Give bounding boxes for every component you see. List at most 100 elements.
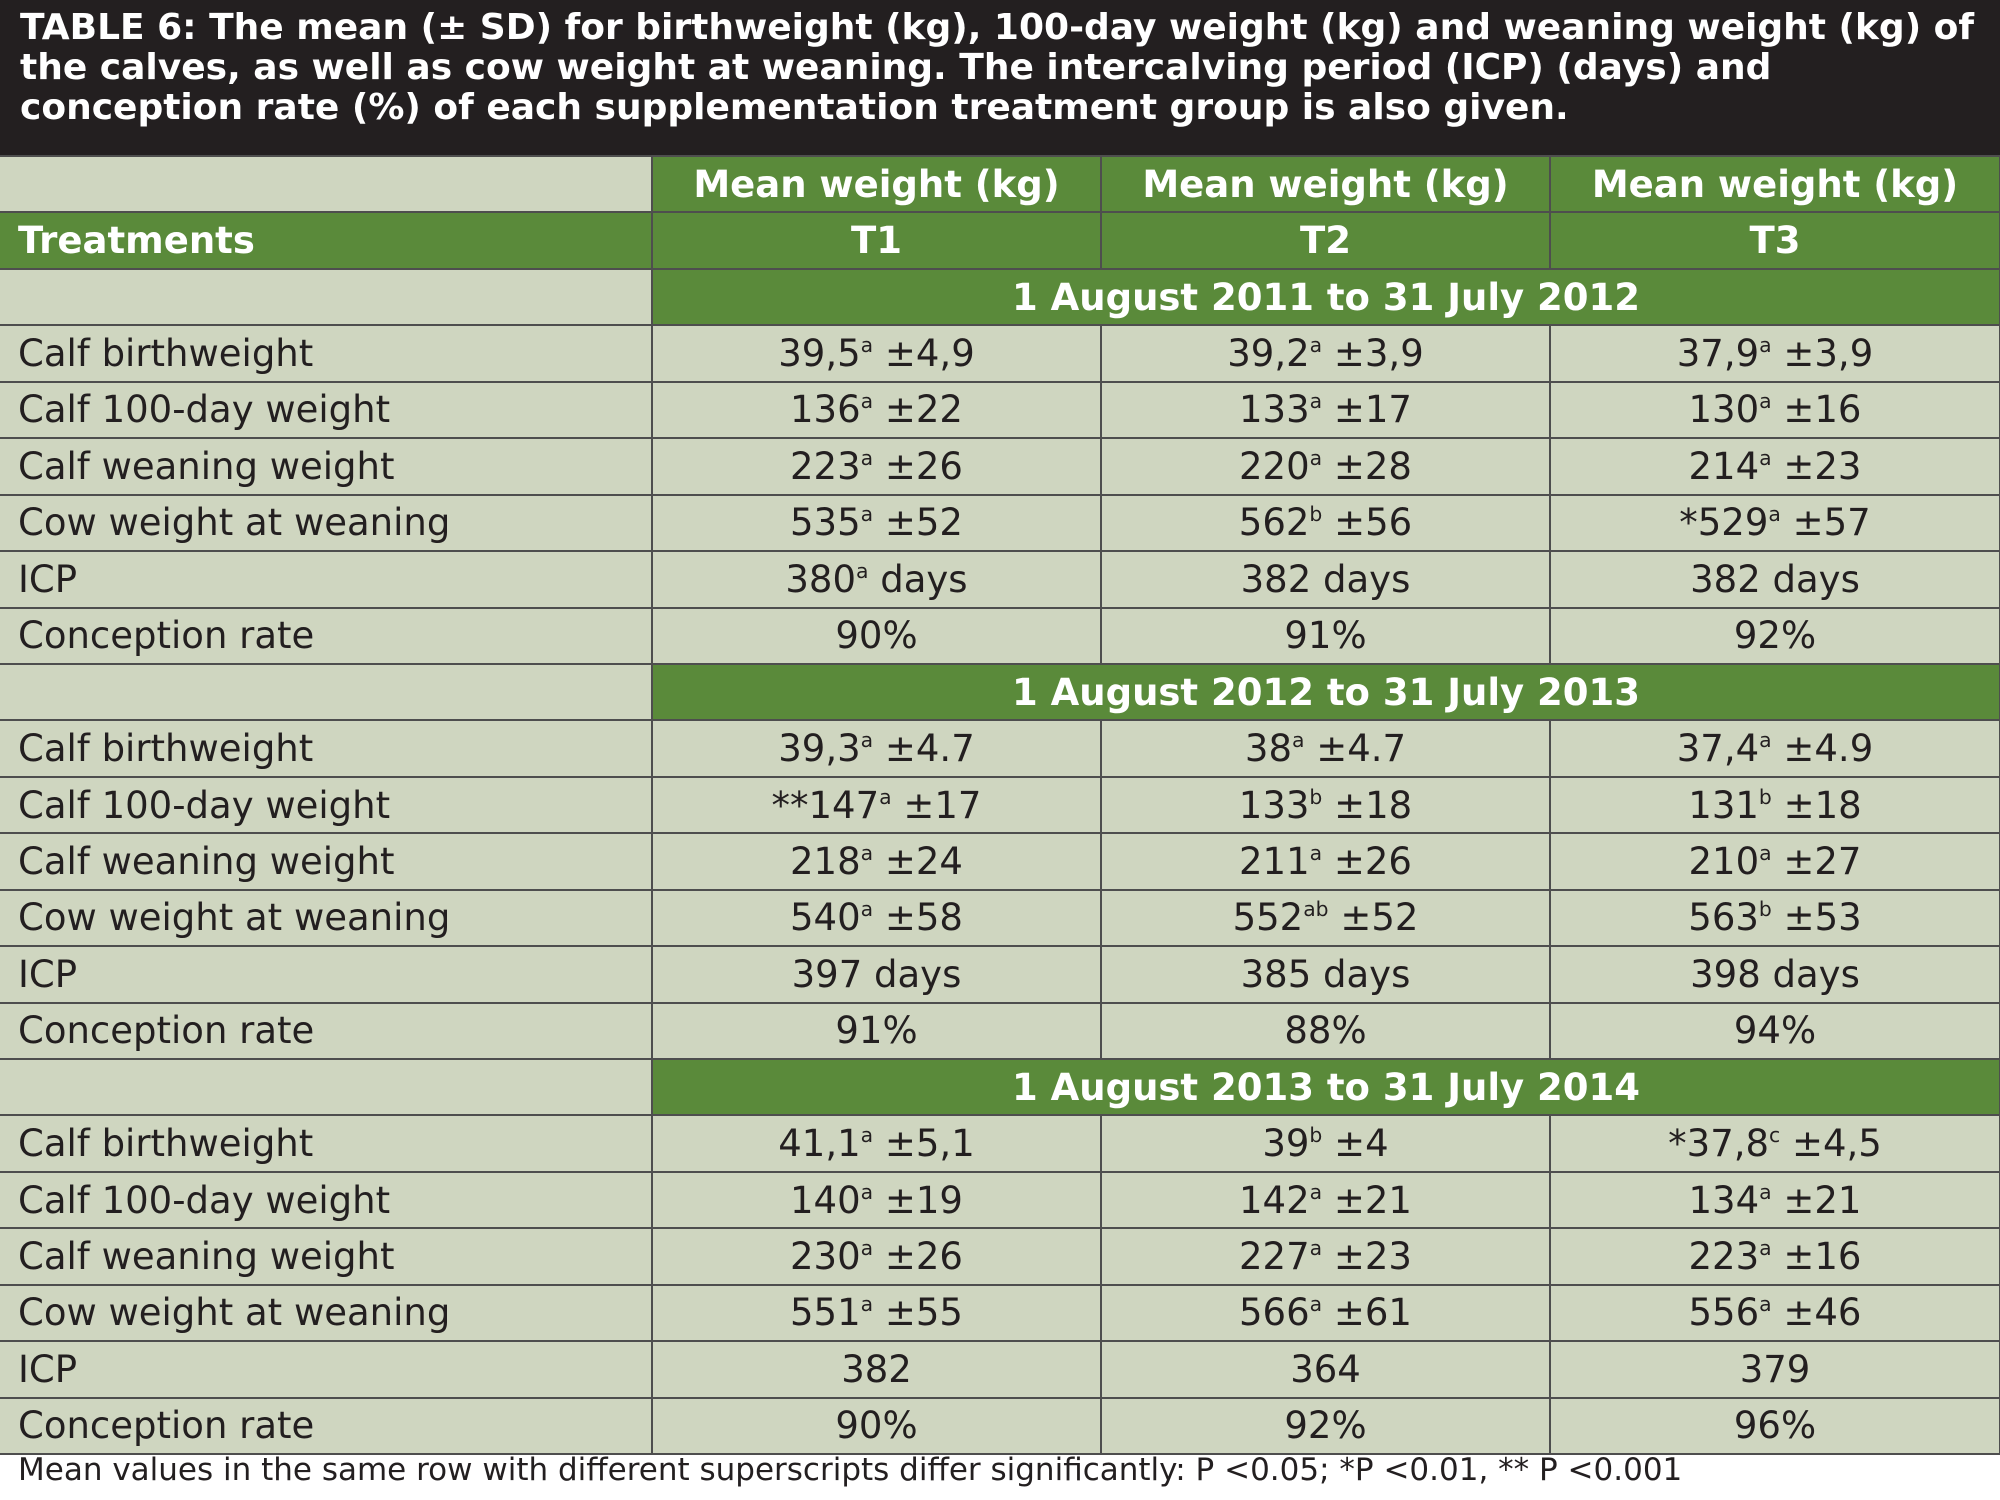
mean-value: 147 [808,783,880,827]
mean-value: 398 days [1690,952,1860,996]
value-cell-t1: 540a ±58 [651,888,1102,948]
table-row: Calf 100-day weight 140a ±19 142a ±21 134a … [0,1170,2000,1230]
table-row: Conception rate 90% 91% 92% [0,606,2000,665]
superscript-letter: b [1309,784,1323,809]
row-label: Calf birthweight [0,324,653,383]
superscript-letter: a [1309,1292,1323,1317]
mean-value: 92% [1733,614,1817,658]
sd-value: ±19 [873,1178,963,1222]
mean-value: 92% [1284,1404,1367,1448]
period-blank-cell [0,267,653,327]
header-mean-weight-t1: Mean weight (kg) [652,154,1102,214]
row-label: Calf weaning weight [0,832,653,891]
mean-value: 529 [1697,501,1769,545]
sd-value: ±3,9 [1322,332,1424,376]
mean-value: 134 [1688,1178,1760,1222]
superscript-letter: a [1292,727,1305,752]
mean-value: 130 [1688,388,1760,432]
mean-value: 131 [1688,783,1759,827]
sd-value: ±26 [873,444,963,488]
sd-value: ±28 [1322,444,1412,488]
sd-value: ±57 [1780,501,1871,545]
mean-value: 223 [790,444,861,488]
superscript-letter: b [1758,784,1772,809]
value-cell-t2: 562b ±56 [1100,493,1551,553]
table-row: ICP 397 days 385 days 398 days [0,945,2000,1004]
mean-value: 535 [790,501,861,545]
table-row: Calf weaning weight 218a ±24 211a ±26 210a … [0,832,2000,891]
mean-value: 382 days [1240,557,1411,601]
period-title: 1 August 2012 to 31 July 2013 [651,662,2000,722]
value-cell-t2: 133a ±17 [1100,380,1551,440]
superscript-letter: a [1309,445,1323,470]
table-row: ICP 380a days 382 days 382 days [0,550,2000,609]
mean-value: 562 [1238,501,1310,545]
value-cell-t2: 364 [1100,1340,1551,1399]
value-cell-t3: *529a ±57 [1549,493,2000,553]
superscript-letter: a [879,784,892,809]
value-cell-t1: 140a ±19 [651,1170,1102,1230]
mean-value: 37,8 [1686,1122,1770,1166]
sd-value: ±17 [891,783,982,827]
sd-value: ±4.9 [1771,727,1874,771]
value-cell-t3: *37,8c ±4,5 [1549,1114,2000,1173]
results-table: Mean weight (kg) Mean weight (kg) Mean w… [0,154,2000,1456]
value-cell-t2: 385 days [1100,945,1551,1004]
mean-value: 364 [1290,1347,1361,1391]
sd-value: ±26 [1322,839,1412,883]
value-cell-t2: 382 days [1100,550,1551,609]
mean-value: 223 [1688,1235,1760,1279]
sd-value: ±56 [1322,501,1413,545]
mean-value: 140 [790,1178,861,1222]
table-row: Cow weight at weaning 535a ±52 562b ±56 *52… [0,493,2000,553]
period-title: 1 August 2013 to 31 July 2014 [651,1057,2000,1117]
header-mean-weight-t2: Mean weight (kg) [1101,154,1551,214]
value-cell-t1: 39,3a ±4.7 [651,719,1102,778]
row-label: ICP [0,550,653,609]
period-title: 1 August 2011 to 31 July 2012 [651,267,2000,327]
mean-value: 91% [835,1009,918,1053]
value-cell-t3: 563b ±53 [1549,888,2000,948]
superscript-letter: c [1769,1122,1781,1147]
mean-value: 218 [790,839,861,883]
mean-value: 211 [1239,839,1310,883]
header-treatment-t3: T3 [1550,211,2000,270]
sd-value: ±4,5 [1780,1122,1882,1166]
superscript-letter: a [1759,727,1772,752]
row-label: ICP [0,1340,653,1399]
value-cell-t3: 556a ±46 [1549,1283,2000,1343]
row-label: Calf 100-day weight [0,1170,653,1230]
mean-value: 133 [1238,783,1310,827]
period-header-row: 1 August 2012 to 31 July 2013 [0,662,2000,722]
header-treatment-t2: T2 [1101,211,1551,270]
row-label: Cow weight at weaning [0,493,653,553]
value-cell-t1: 397 days [651,945,1102,1004]
sd-value: ±5,1 [873,1122,975,1166]
superscript-letter: a [860,1179,874,1204]
table-row: Conception rate 90% 92% 96% [0,1396,2000,1456]
mean-value: 556 [1688,1291,1760,1335]
superscript-letter: a [860,502,874,527]
table-row: Calf birthweight 39,5a ±4,9 39,2a ±3,9 37,9… [0,324,2000,383]
significance-marker: * [1668,1122,1687,1166]
value-cell-t3: 223a ±16 [1549,1227,2000,1286]
sd-value: days [868,557,968,601]
period-blank-cell [0,662,653,722]
mean-value: 94% [1733,1009,1817,1053]
table-row: Conception rate 91% 88% 94% [0,1001,2000,1061]
sd-value: ±61 [1322,1291,1412,1335]
mean-value: 90% [835,614,918,658]
mean-value: 88% [1284,1009,1367,1053]
value-cell-t2: 220a ±28 [1100,437,1551,496]
mean-value: 136 [790,388,861,432]
value-cell-t1: 551a ±55 [651,1283,1102,1343]
mean-value: 566 [1239,1291,1310,1335]
row-label: Cow weight at weaning [0,1283,653,1343]
mean-value: 91% [1284,614,1367,658]
row-label: Calf birthweight [0,719,653,778]
sd-value: ±24 [873,839,963,883]
mean-value: 39 [1262,1122,1310,1166]
mean-value: 382 days [1690,557,1860,601]
sd-value: ±46 [1771,1291,1862,1335]
value-cell-t2: 38a ±4.7 [1100,719,1551,778]
